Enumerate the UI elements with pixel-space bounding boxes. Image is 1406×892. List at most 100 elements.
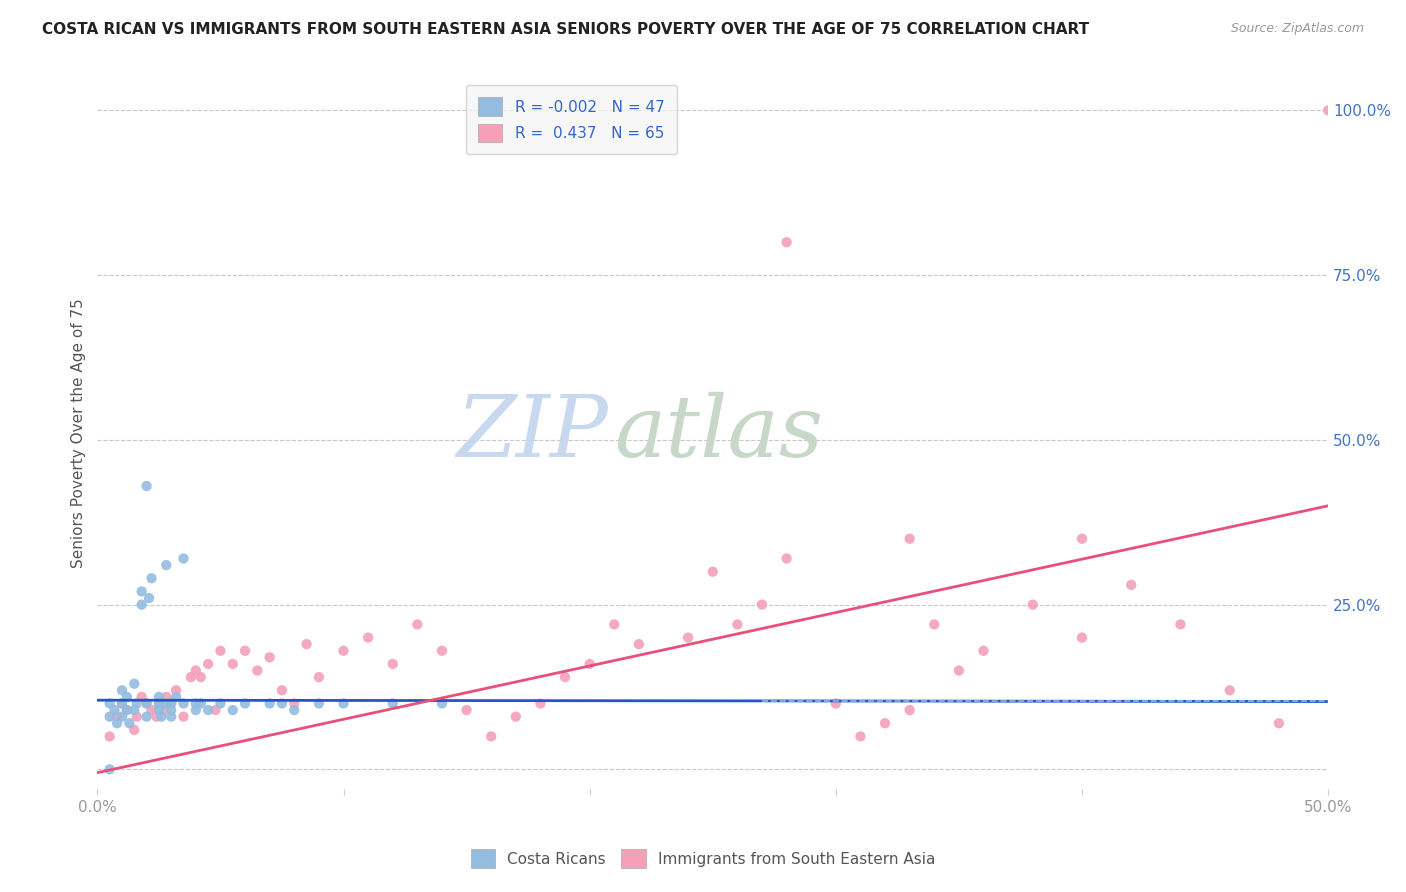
Point [173, 551, 195, 566]
Point [184, 703, 207, 717]
Point [1071, 532, 1094, 546]
Point [332, 644, 354, 658]
Text: Source: ZipAtlas.com: Source: ZipAtlas.com [1230, 22, 1364, 36]
Point [627, 637, 650, 651]
Point [898, 532, 921, 546]
Point [948, 664, 970, 678]
Point [153, 703, 176, 717]
Point [118, 716, 141, 731]
Point [115, 703, 138, 717]
Point [308, 697, 330, 711]
Point [125, 709, 148, 723]
Point [111, 709, 134, 723]
Point [138, 591, 160, 605]
Point [1317, 103, 1340, 118]
Point [155, 690, 177, 704]
Legend: Costa Ricans, Immigrants from South Eastern Asia: Costa Ricans, Immigrants from South East… [463, 841, 943, 875]
Point [115, 703, 138, 717]
Y-axis label: Seniors Poverty Over the Age of 75: Seniors Poverty Over the Age of 75 [72, 299, 86, 568]
Point [98, 697, 121, 711]
Point [271, 697, 294, 711]
Point [111, 697, 134, 711]
Point [1022, 598, 1045, 612]
Point [775, 551, 797, 566]
Point [98, 763, 121, 777]
Point [259, 650, 281, 665]
Point [173, 709, 195, 723]
Point [973, 644, 995, 658]
Point [184, 664, 207, 678]
Point [456, 703, 478, 717]
Point [430, 644, 453, 658]
Point [105, 716, 128, 731]
Point [135, 709, 157, 723]
Point [145, 709, 167, 723]
Point [141, 571, 163, 585]
Point [197, 657, 219, 671]
Point [131, 690, 153, 704]
Point [131, 584, 153, 599]
Point [148, 697, 170, 711]
Point [190, 697, 212, 711]
Point [1268, 716, 1291, 731]
Point [1071, 631, 1094, 645]
Point [135, 479, 157, 493]
Point [233, 697, 256, 711]
Text: atlas: atlas [614, 392, 824, 475]
Point [190, 670, 212, 684]
Text: COSTA RICAN VS IMMIGRANTS FROM SOUTH EASTERN ASIA SENIORS POVERTY OVER THE AGE O: COSTA RICAN VS IMMIGRANTS FROM SOUTH EAS… [42, 22, 1090, 37]
Point [165, 683, 187, 698]
Point [150, 709, 173, 723]
Point [180, 670, 202, 684]
Point [259, 697, 281, 711]
Point [98, 709, 121, 723]
Point [406, 617, 429, 632]
Point [676, 631, 699, 645]
Point [849, 730, 872, 744]
Point [283, 703, 305, 717]
Point [209, 697, 232, 711]
Point [153, 697, 176, 711]
Point [430, 697, 453, 711]
Point [148, 703, 170, 717]
Point [529, 697, 551, 711]
Point [308, 670, 330, 684]
Point [1121, 578, 1143, 592]
Point [160, 697, 183, 711]
Point [898, 703, 921, 717]
Point [554, 670, 576, 684]
Point [148, 690, 170, 704]
Point [1170, 617, 1192, 632]
Point [131, 598, 153, 612]
Point [165, 690, 187, 704]
Point [751, 598, 773, 612]
Point [603, 617, 626, 632]
Point [184, 697, 207, 711]
Legend: R = -0.002   N = 47, R =  0.437   N = 65: R = -0.002 N = 47, R = 0.437 N = 65 [465, 85, 676, 154]
Point [922, 617, 945, 632]
Point [222, 657, 245, 671]
Point [135, 697, 157, 711]
Point [155, 558, 177, 573]
Point [197, 703, 219, 717]
Point [124, 723, 146, 737]
Point [125, 697, 148, 711]
Point [271, 683, 294, 698]
Point [295, 637, 318, 651]
Point [357, 631, 380, 645]
Point [233, 644, 256, 658]
Point [204, 703, 226, 717]
Point [381, 697, 404, 711]
Point [105, 709, 128, 723]
Point [873, 716, 896, 731]
Point [148, 697, 170, 711]
Point [115, 690, 138, 704]
Text: ZIP: ZIP [457, 392, 609, 475]
Point [160, 709, 183, 723]
Point [141, 703, 163, 717]
Point [111, 683, 134, 698]
Point [505, 709, 527, 723]
Point [160, 697, 183, 711]
Point [246, 664, 269, 678]
Point [332, 697, 354, 711]
